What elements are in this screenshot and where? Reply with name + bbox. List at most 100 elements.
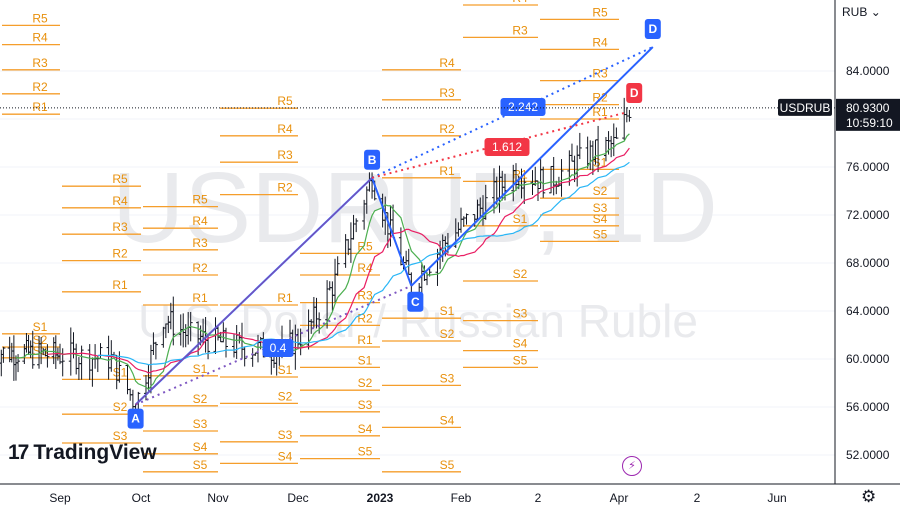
pivot-label-1-7: S3 <box>113 429 128 443</box>
price-tick-0: 52.0000 <box>846 448 890 462</box>
pivot-label-2-4: R1 <box>192 291 208 305</box>
point-label-B: B <box>368 153 377 167</box>
candle-11 <box>24 333 29 353</box>
pivot-label-7-4: R1 <box>592 105 608 119</box>
candle-24 <box>60 348 65 377</box>
time-tick-8: 2 <box>694 491 701 505</box>
time-tick-1: Oct <box>132 491 151 505</box>
price-tag-value: 80.9300 <box>846 101 890 115</box>
tradingview-logo-icon: 17 <box>8 441 29 464</box>
pattern-dotted-bd-red <box>371 112 625 179</box>
pivot-label-1-3: R2 <box>112 247 128 261</box>
candle-177 <box>627 109 632 122</box>
candle-28 <box>76 357 81 380</box>
price-tick-1: 56.0000 <box>846 400 890 414</box>
ma-fast-line <box>15 133 630 391</box>
brand-name: TradingView <box>33 441 157 464</box>
pivot-label-2-7: S3 <box>193 417 208 431</box>
time-tick-0: Sep <box>49 491 71 505</box>
pivot-label-6-1: R3 <box>512 23 528 37</box>
pivot-label-7-0: R5 <box>592 5 608 19</box>
candle-164 <box>577 132 582 160</box>
gear-icon[interactable]: ⚙ <box>861 487 877 507</box>
ma-mid-line <box>47 147 630 374</box>
pivot-label-4-4: R1 <box>357 333 373 347</box>
candle-31 <box>90 357 95 387</box>
pivot-label-1-0: R5 <box>112 172 128 186</box>
candle-3 <box>0 349 4 377</box>
pivot-label-5-2: R2 <box>439 122 455 136</box>
pivot-label-3-0: R5 <box>277 94 293 108</box>
pivot-label-7-9: S5 <box>593 227 608 241</box>
pivot-label-3-8: S4 <box>278 449 293 463</box>
pivot-label-4-5: S1 <box>358 353 373 367</box>
brand-logo: 17 TradingView <box>8 441 157 465</box>
ratio-box-1 <box>484 138 530 156</box>
pivot-label-2-6: S2 <box>193 392 208 406</box>
pivot-label-3-6: S2 <box>278 389 293 403</box>
pivot-label-1-4: R1 <box>112 278 128 292</box>
bolt-icon[interactable]: ⚡ <box>622 456 642 476</box>
currency-label: RUB <box>842 5 868 19</box>
candle-74 <box>242 346 247 367</box>
pivot-label-0-5: S1 <box>33 320 48 334</box>
pattern-leg-cd <box>410 46 654 287</box>
time-tick-2: Nov <box>207 491 228 505</box>
time-tick-5: Feb <box>451 491 472 505</box>
pivot-label-2-1: R4 <box>192 214 208 228</box>
pivot-label-6-5: S3 <box>513 307 528 321</box>
pivot-label-5-5: S2 <box>440 327 455 341</box>
pivot-label-4-0: R5 <box>357 239 373 253</box>
candles-group <box>0 97 632 421</box>
pivot-label-4-3: R2 <box>357 311 373 325</box>
pivot-label-7-2: R3 <box>592 67 608 81</box>
pivot-label-0-2: R3 <box>32 56 48 70</box>
pivot-label-7-6: S2 <box>593 184 608 198</box>
pivot-label-1-1: R4 <box>112 194 128 208</box>
candle-104 <box>354 218 359 233</box>
pivot-label-5-8: S5 <box>440 458 455 472</box>
pivot-label-3-4: R1 <box>277 291 293 305</box>
pivot-label-0-3: R2 <box>32 80 48 94</box>
symbol-tag-box <box>778 98 832 116</box>
pivot-label-5-0: R4 <box>439 56 455 70</box>
candle-176 <box>624 107 629 123</box>
pivot-label-3-3: R2 <box>277 181 293 195</box>
pivot-label-2-9: S5 <box>193 458 208 472</box>
pivot-label-7-1: R4 <box>592 35 608 49</box>
candle-174 <box>614 127 619 139</box>
ratio-box-0 <box>262 339 294 357</box>
ratio-label-0: 0.4 <box>270 341 287 355</box>
candle-35 <box>106 335 111 380</box>
price-tick-4: 68.0000 <box>846 256 890 270</box>
currency-menu-button[interactable]: RUB ⌄ <box>842 5 881 19</box>
candle-29 <box>79 345 84 380</box>
pivot-label-7-7: S3 <box>593 201 608 215</box>
watermark-symbol: USDRUB, 1D <box>112 152 718 264</box>
pivot-label-5-1: R3 <box>439 86 455 100</box>
pivot-label-4-6: S2 <box>358 376 373 390</box>
pivot-label-6-3: S1 <box>513 212 528 226</box>
pivot-label-6-4: S2 <box>513 267 528 281</box>
ratio-label-1: 1.612 <box>492 140 522 154</box>
ratio-box-2 <box>500 98 546 116</box>
pivot-label-0-6: S2 <box>33 333 48 347</box>
pivot-label-4-7: S3 <box>358 398 373 412</box>
candle-134 <box>464 213 469 225</box>
point-label-D: D <box>648 22 657 36</box>
candle-19 <box>45 344 50 368</box>
candle-99 <box>335 256 340 276</box>
pivot-label-3-7: S3 <box>278 428 293 442</box>
pivot-label-3-1: R4 <box>277 122 293 136</box>
pivot-label-6-0: R4 <box>512 0 528 5</box>
point-box-A <box>127 408 144 429</box>
candle-154 <box>541 166 546 198</box>
pivot-label-5-3: R1 <box>439 164 455 178</box>
pivot-label-3-5: S1 <box>278 363 293 377</box>
pivot-label-5-4: S1 <box>440 304 455 318</box>
point-box-D <box>644 19 661 39</box>
price-tick-5: 72.0000 <box>846 208 890 222</box>
pivot-label-6-7: S5 <box>513 353 528 367</box>
